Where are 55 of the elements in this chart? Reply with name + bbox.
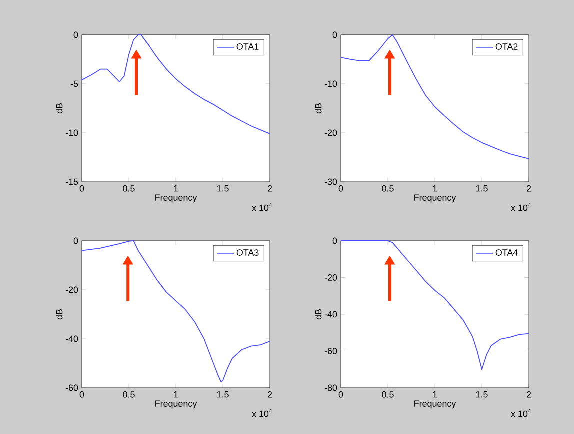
x-tick-label: 1: [433, 392, 438, 398]
x-axis-title: Frequency: [414, 194, 456, 203]
y-tick-label: -60: [324, 348, 338, 354]
x-axis-title: Frequency: [156, 194, 198, 203]
y-tick-label: 0: [74, 32, 78, 38]
x-tick-label: 0: [80, 392, 84, 398]
y-tick-label: -5: [70, 80, 78, 88]
y-tick-label: -15: [66, 178, 78, 186]
y-axis-title: dB: [56, 103, 63, 114]
x-tick-label: 0.5: [123, 186, 135, 192]
y-tick-label: 0: [332, 238, 338, 244]
x-tick-label: 2: [526, 392, 532, 398]
y-tick-label: -20: [324, 274, 338, 281]
y-tick-label: -10: [66, 130, 78, 136]
y-tick-label: 0: [74, 238, 78, 244]
x-tick-label: 1.5: [217, 392, 229, 398]
x-tick-label: 0: [80, 186, 84, 192]
legend-label: OTA3: [236, 250, 259, 256]
y-tick-label: -30: [324, 178, 338, 186]
x-tick-label: 1: [433, 186, 438, 192]
x-axis-title: Frequency: [414, 400, 456, 409]
x-tick-label: 2: [526, 186, 532, 192]
x-tick-label: 1.5: [476, 392, 488, 398]
y-tick-label: 0: [332, 32, 338, 38]
legend-label: OTA2: [496, 44, 518, 50]
y-tick-label: -40: [324, 311, 338, 318]
y-tick-label: -40: [66, 336, 78, 342]
y-tick-label: -20: [324, 130, 338, 136]
x-tick-label: 0: [338, 186, 344, 192]
line-series: [340, 34, 530, 160]
line-series: [82, 34, 270, 134]
y-tick-label: -10: [324, 80, 338, 88]
x-tick-label: 1.5: [476, 186, 488, 192]
y-tick-label: -20: [66, 286, 78, 294]
y-tick-label: -80: [324, 384, 338, 392]
x-tick-label: 2: [268, 392, 272, 398]
x-tick-label: 1.5: [217, 186, 229, 192]
text: x 10$^{4}$: [252, 409, 272, 418]
x-tick-label: 0.5: [382, 392, 394, 398]
x-tick-label: 0: [338, 392, 344, 398]
legend-label: OTA4: [496, 250, 518, 256]
x-tick-label: 1: [174, 392, 178, 398]
x-tick-label: 2: [268, 186, 272, 192]
text: x 10$^{4}$: [252, 203, 272, 212]
legend-label: OTA1: [236, 44, 259, 50]
text: x 10$^{4}$: [511, 409, 532, 418]
x-tick-label: 1: [174, 186, 178, 192]
y-axis-title: dB: [315, 103, 322, 114]
y-axis-title: dB: [315, 309, 322, 320]
x-tick-label: 0.5: [123, 392, 135, 398]
y-tick-label: -60: [66, 384, 78, 392]
text: x 10$^{4}$: [511, 203, 532, 212]
x-tick-label: 0.5: [382, 186, 394, 192]
x-axis-title: Frequency: [156, 400, 198, 409]
y-axis-title: dB: [56, 309, 63, 320]
